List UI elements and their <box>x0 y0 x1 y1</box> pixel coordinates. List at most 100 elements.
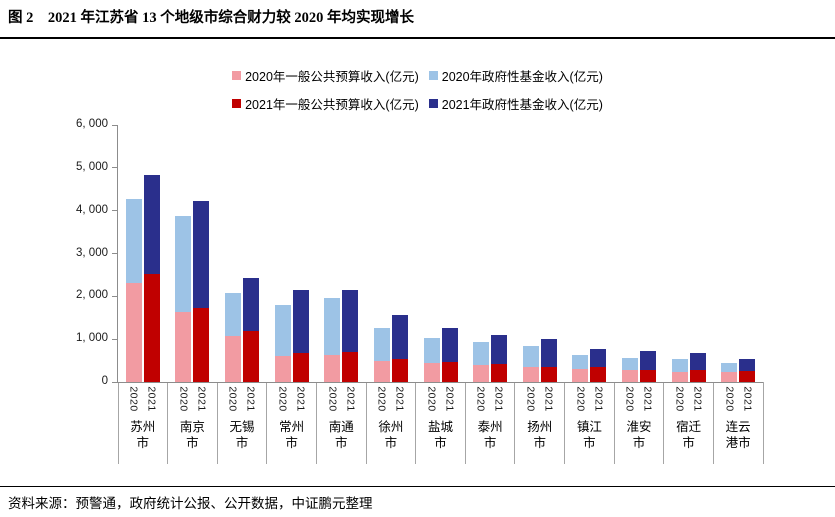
legend-item-2020-fund: 2020年政府性基金收入(亿元) <box>428 66 603 85</box>
bar-segment-2021-budget <box>391 358 408 382</box>
bar-segment-2021-budget <box>441 362 458 382</box>
category-label: 扬州 市 <box>527 420 553 451</box>
legend-label: 2020年政府性基金收入(亿元) <box>441 70 603 84</box>
y-axis-tick <box>112 167 117 169</box>
bar-year-text: 2021 <box>592 385 605 412</box>
bar-year-label: 2021 <box>185 382 218 415</box>
bar-year-text: 2021 <box>245 385 258 412</box>
bar-year-text: 2021 <box>145 385 158 412</box>
bar-year-label: 2021 <box>433 382 466 415</box>
bar-segment-2021-budget <box>491 363 508 382</box>
category-label: 南京 市 <box>179 420 205 451</box>
bar-year-label: 2021 <box>284 382 317 415</box>
bar-segment-2021-budget <box>590 367 607 382</box>
category-separator <box>464 382 466 464</box>
y-axis-tick-label: 5, 000 <box>76 160 108 173</box>
bar-segment-2021-fund <box>491 334 508 364</box>
bar-year-label: 2021 <box>582 382 615 415</box>
category-separator <box>564 382 566 464</box>
bar-segment-2020-budget <box>423 363 440 382</box>
legend-item-2021-fund: 2021年政府性基金收入(亿元) <box>428 94 603 113</box>
bar-year-text: 2021 <box>493 385 506 412</box>
bar-segment-2020-budget <box>473 365 490 382</box>
title-divider <box>0 37 835 39</box>
bar-year-text: 2021 <box>741 385 754 412</box>
bar-segment-2020-fund <box>621 357 638 371</box>
bar-year-text: 2021 <box>195 385 208 412</box>
bar-segment-2020-budget <box>175 311 192 382</box>
x-axis-line <box>117 382 763 383</box>
bar-year-label: 2021 <box>135 382 168 415</box>
bar-segment-2020-fund <box>373 327 390 361</box>
source-note: 资料来源：预警通，政府统计公报、公开数据，中证鹏元整理 <box>8 496 373 511</box>
bar-segment-2020-fund <box>721 362 738 372</box>
category-separator <box>712 382 714 464</box>
legend-label: 2021年政府性基金收入(亿元) <box>441 98 603 112</box>
category-label: 南通 市 <box>328 420 354 451</box>
bar-segment-2020-budget <box>621 370 638 382</box>
y-axis-tick <box>112 253 117 254</box>
bar-segment-2020-budget <box>522 367 539 382</box>
bar-year-text: 2021 <box>691 385 704 412</box>
bar-segment-2020-budget <box>373 361 390 382</box>
y-axis-tick-label: 6, 000 <box>76 118 108 130</box>
bar-segment-2020-fund <box>324 297 341 355</box>
y-axis-tick-label: 4, 000 <box>76 203 108 216</box>
bar-segment-2020-budget <box>125 283 142 382</box>
y-axis-tick-label: 3, 000 <box>76 246 108 259</box>
bar-segment-2020-budget <box>572 368 589 382</box>
category-separator <box>117 382 119 464</box>
bar-segment-2021-budget <box>243 330 260 382</box>
bar-year-label: 2021 <box>483 382 516 415</box>
bar-segment-2021-fund <box>292 289 309 354</box>
bar-year-text: 2021 <box>294 385 307 412</box>
category-separator <box>266 382 268 464</box>
bar-year-label: 2021 <box>631 382 664 415</box>
bar-segment-2020-fund <box>473 341 490 366</box>
legend-label: 2021年一般公共预算收入(亿元) <box>245 98 419 112</box>
category-separator <box>315 382 317 464</box>
bar-segment-2021-budget <box>193 307 210 382</box>
footer-divider <box>0 486 835 487</box>
legend-swatch <box>232 99 242 108</box>
bar-segment-2021-budget <box>739 371 756 382</box>
bar-segment-2021-fund <box>391 314 408 359</box>
category-label: 苏州 市 <box>130 420 156 451</box>
category-label: 泰州 市 <box>477 420 503 451</box>
bar-segment-2020-fund <box>522 345 539 368</box>
category-label: 淮安 市 <box>626 420 652 451</box>
category-separator <box>415 382 417 464</box>
category-separator <box>365 382 367 464</box>
legend-item-2021-budget: 2021年一般公共预算收入(亿元) <box>232 94 419 113</box>
bar-segment-2021-fund <box>441 328 458 363</box>
legend-label: 2020年一般公共预算收入(亿元) <box>245 70 419 84</box>
bar-year-label: 2021 <box>532 382 565 415</box>
category-separator <box>514 382 516 464</box>
legend-swatch <box>428 99 438 108</box>
category-separator <box>762 382 764 464</box>
y-axis-line <box>117 125 118 383</box>
bar-segment-2021-budget <box>540 366 557 382</box>
category-separator <box>663 382 665 464</box>
y-axis-tick-label: 0 <box>101 375 108 387</box>
bar-segment-2020-budget <box>324 354 341 382</box>
y-axis-tick <box>112 124 117 126</box>
bar-segment-2021-budget <box>689 370 706 382</box>
category-label: 连云 港市 <box>725 420 751 451</box>
legend-item-2020-budget: 2020年一般公共预算收入(亿元) <box>232 66 419 85</box>
bar-year-text: 2021 <box>443 385 456 412</box>
category-label: 盐城 市 <box>427 420 453 451</box>
y-axis-tick-label: 1, 000 <box>76 332 108 345</box>
figure-title: 图 2 2021 年江苏省 13 个地级市综合财力较 2020 年均实现增长 <box>8 10 414 26</box>
bar-segment-2020-fund <box>572 354 589 369</box>
bar-segment-2020-budget <box>274 355 291 382</box>
bar-segment-2021-fund <box>590 349 607 368</box>
category-separator <box>613 382 615 464</box>
category-separator <box>167 382 169 464</box>
category-label: 宿迁 市 <box>676 420 702 451</box>
bar-segment-2020-budget <box>671 371 688 382</box>
category-label: 徐州 市 <box>378 420 404 451</box>
bar-segment-2021-fund <box>143 174 160 275</box>
bar-segment-2020-fund <box>225 292 242 336</box>
